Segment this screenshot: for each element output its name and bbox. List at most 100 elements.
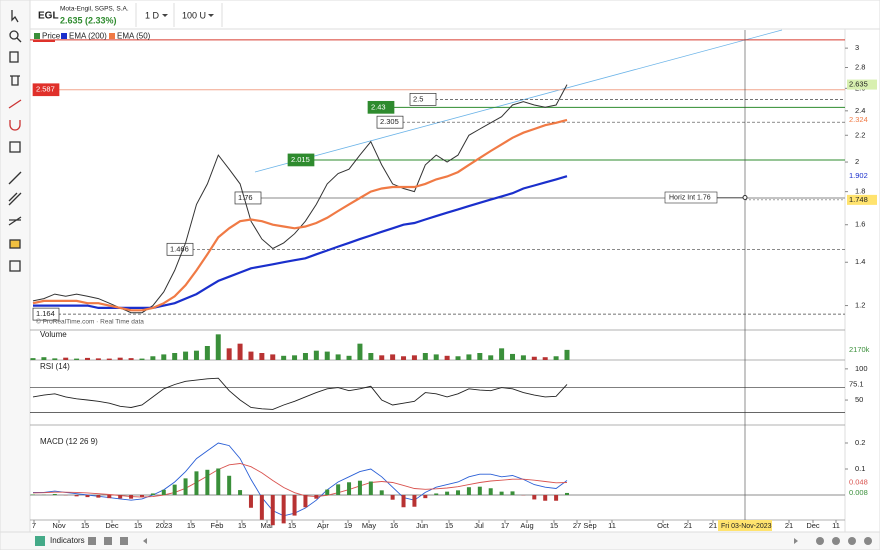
- volume-bar: [161, 354, 167, 360]
- level-label-box[interactable]: [166, 242, 194, 256]
- x-tick-label: 11: [832, 521, 840, 530]
- volume-bar: [444, 355, 450, 360]
- x-tick-label: 21: [785, 521, 793, 530]
- histogram-bar: [466, 487, 471, 496]
- volume-bar: [30, 358, 36, 360]
- x-tick-label: 19: [344, 521, 352, 530]
- active-legend-marker: [33, 40, 55, 42]
- volume-bar: [281, 355, 287, 360]
- volume-bar: [248, 351, 254, 360]
- histogram-bar: [270, 495, 275, 526]
- x-tick-label: 15: [550, 521, 558, 530]
- y-tick-label: 2.2: [855, 130, 865, 139]
- histogram-bar: [238, 490, 243, 496]
- y-tick-label: 1.6: [855, 220, 865, 229]
- level-label-box[interactable]: [32, 83, 60, 97]
- legend-label[interactable]: EMA (50): [117, 32, 151, 41]
- histogram-bar: [554, 495, 559, 501]
- period-select[interactable]: 1 D: [145, 10, 160, 20]
- y-tick-label: 2.8: [855, 62, 865, 71]
- indicators-button[interactable]: Indicators: [50, 536, 85, 545]
- volume-bar: [531, 356, 537, 360]
- histogram-bar: [172, 484, 177, 496]
- level-label-box[interactable]: [409, 93, 437, 106]
- legend-swatch: [61, 33, 67, 39]
- histogram-bar: [96, 495, 101, 498]
- panel-label: RSI (14): [40, 362, 70, 371]
- annotation-anchor: [742, 195, 748, 200]
- volume-bar: [128, 358, 134, 360]
- legend-swatch: [34, 33, 40, 39]
- x-tick-label: 15: [81, 521, 89, 530]
- y-tick-label: 0.2: [855, 438, 865, 447]
- histogram-bar: [216, 468, 221, 496]
- x-tick-label: Dec: [806, 521, 820, 530]
- units-select[interactable]: 100 U: [182, 10, 206, 20]
- x-tick-label: Feb: [211, 521, 224, 530]
- y-tick-label: 3: [855, 43, 859, 52]
- histogram-bar: [107, 495, 112, 499]
- level-label-box[interactable]: [32, 307, 60, 321]
- last-value-tag: 0.048: [849, 478, 868, 487]
- level-label-box[interactable]: [287, 153, 315, 167]
- x-tick-label: 11: [608, 521, 616, 530]
- histogram-bar: [499, 491, 504, 496]
- volume-bar: [488, 355, 494, 360]
- volume-bar: [466, 354, 472, 360]
- histogram-bar: [85, 495, 90, 498]
- volume-bar: [433, 354, 439, 360]
- x-tick-label: Apr: [317, 521, 329, 530]
- symbol[interactable]: EGL: [38, 11, 59, 22]
- x-tick-label: 17: [501, 521, 509, 530]
- volume-bar: [204, 346, 210, 360]
- volume-bar: [95, 358, 101, 360]
- volume-bar: [41, 357, 47, 360]
- histogram-bar: [390, 495, 395, 500]
- histogram-bar: [510, 491, 515, 496]
- x-tick-label: 21: [684, 521, 692, 530]
- x-tick-label: 27: [573, 521, 581, 530]
- legend-label[interactable]: Price: [42, 32, 61, 41]
- y-tick-label: 2.4: [855, 106, 865, 115]
- trend-line[interactable]: [254, 29, 783, 173]
- annotation: Horiz Int 1.76: [669, 194, 711, 201]
- volume-bar: [292, 355, 298, 360]
- volume-bar: [237, 343, 243, 360]
- level-label-box[interactable]: [234, 191, 262, 205]
- level-label-box[interactable]: [376, 115, 404, 129]
- volume-bar: [564, 349, 570, 360]
- histogram-bar: [314, 495, 319, 499]
- level-label-box[interactable]: [367, 100, 395, 114]
- volume-bar: [313, 350, 319, 360]
- crosshair-value-box: [847, 194, 877, 205]
- x-tick-label: Jun: [416, 521, 428, 530]
- bottom-icons[interactable]: [88, 537, 872, 545]
- legend-label[interactable]: EMA (200): [69, 32, 107, 41]
- y-tick-label: 100: [855, 364, 868, 373]
- x-tick-label: Sep: [583, 521, 596, 530]
- histogram-bar: [336, 484, 341, 496]
- histogram-bar: [488, 488, 493, 496]
- last-value-tag: 1.902: [849, 171, 868, 180]
- histogram-bar: [434, 493, 439, 496]
- y-tick-label: 1.4: [855, 257, 865, 266]
- histogram-bar: [357, 480, 362, 496]
- volume-bar: [226, 348, 232, 360]
- histogram-bar: [401, 495, 406, 508]
- volume-bar: [302, 353, 308, 360]
- volume-bar: [335, 354, 341, 360]
- histogram-bar: [118, 495, 123, 499]
- histogram-bar: [183, 478, 188, 496]
- volume-bar: [117, 357, 123, 360]
- x-tick-label: 16: [390, 521, 398, 530]
- level-label: 1.164: [36, 309, 55, 318]
- volume-bar: [270, 354, 276, 360]
- histogram-bar: [532, 495, 537, 500]
- histogram-bar: [445, 491, 450, 496]
- toolbar-icons[interactable]: [8, 10, 22, 272]
- volume-bar: [520, 355, 526, 360]
- histogram-bar: [129, 495, 134, 499]
- level-label: 1.76: [238, 193, 253, 202]
- y-tick-label: 2: [855, 157, 859, 166]
